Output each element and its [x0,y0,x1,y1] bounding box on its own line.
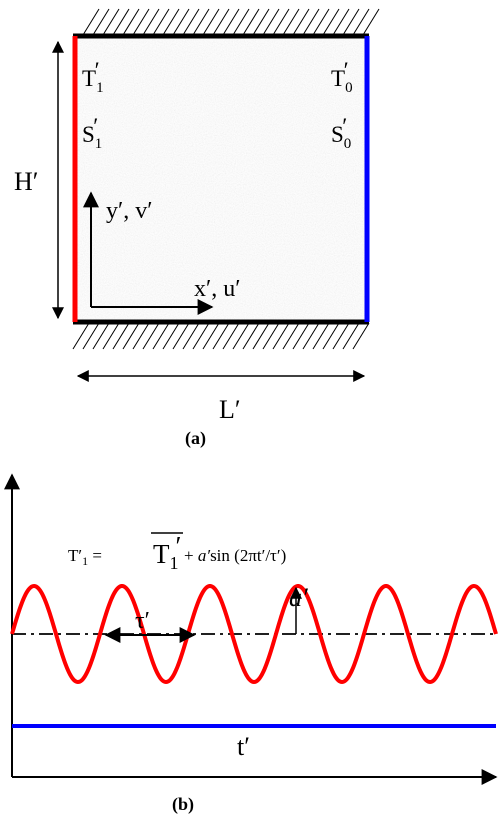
cold-wall-conc-label: S0′ [331,114,351,152]
hot-wall-temp-label: T1′ [82,58,104,96]
forcing-equation: T′1 = [68,546,102,568]
height-label: H′ [14,167,38,196]
panel-a: T1′ S1′ T0′ S0′ H′ y′, v′ x′, u′ L′ (a) [14,8,380,449]
panel-a-caption: (a) [185,428,206,449]
cold-wall-temp-label: T0′ [331,58,353,96]
x-axis-label: x′, u′ [194,276,241,302]
bottom-wall-hatching [72,322,370,350]
cavity-fill [73,36,369,322]
panel-b: T′1 = T1′ + a′sin (2πt′/τ′) a′ τ′ t′ ) (… [0,473,498,815]
top-wall-hatching [82,8,380,36]
amplitude-label: a′ [289,583,308,612]
width-label: L′ [219,395,241,424]
hot-wall-temperature-wave [10,584,498,685]
panel-b-caption: (b) [172,794,194,815]
mean-temperature-term: T1′ [153,531,181,573]
cold-line-edge-mark: ) [0,725,1,747]
forcing-equation-rhs: + a′sin (2πt′/τ′) [184,546,286,565]
y-axis-label: y′, v′ [106,198,153,224]
time-axis-label: t′ [237,732,250,761]
hot-wall-conc-label: S1′ [82,114,102,152]
period-label: τ′ [135,608,150,634]
